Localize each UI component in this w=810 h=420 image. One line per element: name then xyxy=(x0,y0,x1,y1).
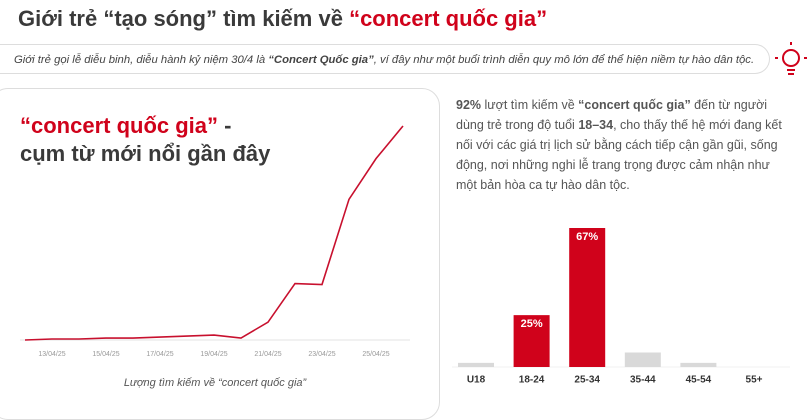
bar xyxy=(680,362,717,367)
text-run: , cho thấy thế hệ mới đang kết nối với c… xyxy=(456,118,782,192)
text-run: 18–34 xyxy=(578,118,614,132)
x-tick-label: U18 xyxy=(467,375,486,386)
bar xyxy=(513,315,550,367)
bar xyxy=(569,228,606,367)
value-label: 67% xyxy=(576,231,598,243)
page-title: Giới trẻ “tạo sóng” tìm kiếm về “concert… xyxy=(18,6,547,32)
x-tick-label: 19/04/25 xyxy=(200,351,227,358)
bar xyxy=(624,352,661,367)
x-tick-label: 18-24 xyxy=(519,375,545,386)
charts: 13/04/25 15/04/25 17/04/25 19/04/25 21/04/25… xyxy=(20,42,807,389)
value-label: 25% xyxy=(521,318,543,330)
text-run: Giới trẻ “tạo sóng” tìm kiếm về xyxy=(18,6,350,31)
text-run: “concert quốc gia” xyxy=(578,98,691,112)
x-tick-label: 21/04/25 xyxy=(254,351,281,358)
x-tick-label: 17/04/25 xyxy=(146,351,173,358)
text-run: Giới trẻ gọi lễ diễu binh, diễu hành kỷ … xyxy=(14,54,269,66)
page: Giới trẻ “tạo sóng” tìm kiếm về “concert… xyxy=(0,6,807,420)
text-run: “concert quốc gia” xyxy=(20,113,219,138)
text-run: cụm từ mới nổi gần đây xyxy=(20,141,271,166)
text-run: 92% xyxy=(456,98,482,112)
text-run: , ví đây như một buổi trình diễn quy mô … xyxy=(373,54,755,66)
x-tick-label: 25/04/25 xyxy=(362,351,389,358)
description: 92% lượt tìm kiếm về “concert quốc gia” … xyxy=(456,95,791,195)
x-axis-label: Lượng tìm kiếm về “concert quốc gia” xyxy=(124,377,308,389)
text-run: “concert quốc gia” xyxy=(349,6,548,31)
bulb-icon xyxy=(775,42,807,75)
subtitle: Giới trẻ gọi lễ diễu binh, diễu hành kỷ … xyxy=(0,44,770,74)
chart-title: “concert quốc gia” - cụm từ mới nổi gần đ… xyxy=(20,112,270,168)
text-run: lượt tìm kiếm về xyxy=(481,98,579,112)
text-run: - xyxy=(218,113,232,138)
x-tick-label: 13/04/25 xyxy=(38,351,65,358)
x-tick-label: 45-54 xyxy=(686,375,712,386)
text-run: đến từ người dùng trẻ trong độ tuổi xyxy=(456,98,768,132)
x-tick-label: 35-44 xyxy=(630,375,656,386)
x-tick-label: 55+ xyxy=(746,375,763,386)
bar xyxy=(458,362,494,367)
x-tick-label: 15/04/25 xyxy=(92,351,119,358)
x-tick-label: 23/04/25 xyxy=(308,351,335,358)
x-tick-label: 25-34 xyxy=(574,375,600,386)
line xyxy=(24,125,404,341)
text-run: “Concert Quốc gia” xyxy=(268,54,374,66)
